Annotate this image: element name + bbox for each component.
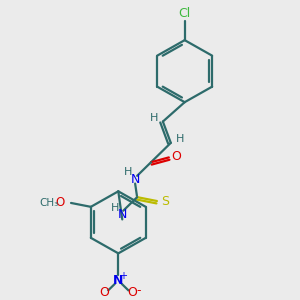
Text: H: H — [176, 134, 184, 144]
Text: H: H — [124, 167, 132, 177]
Text: O: O — [171, 150, 181, 163]
Text: H: H — [111, 203, 119, 213]
Text: -: - — [137, 284, 141, 297]
Text: N: N — [118, 208, 127, 221]
Text: O: O — [56, 196, 65, 209]
Text: O: O — [100, 286, 110, 298]
Text: N: N — [113, 274, 124, 287]
Text: O: O — [127, 286, 137, 298]
Text: H: H — [150, 113, 158, 123]
Text: CH₃: CH₃ — [40, 198, 59, 208]
Text: Cl: Cl — [178, 8, 191, 20]
Text: N: N — [130, 173, 140, 186]
Text: +: + — [119, 271, 127, 281]
Text: S: S — [161, 194, 169, 208]
